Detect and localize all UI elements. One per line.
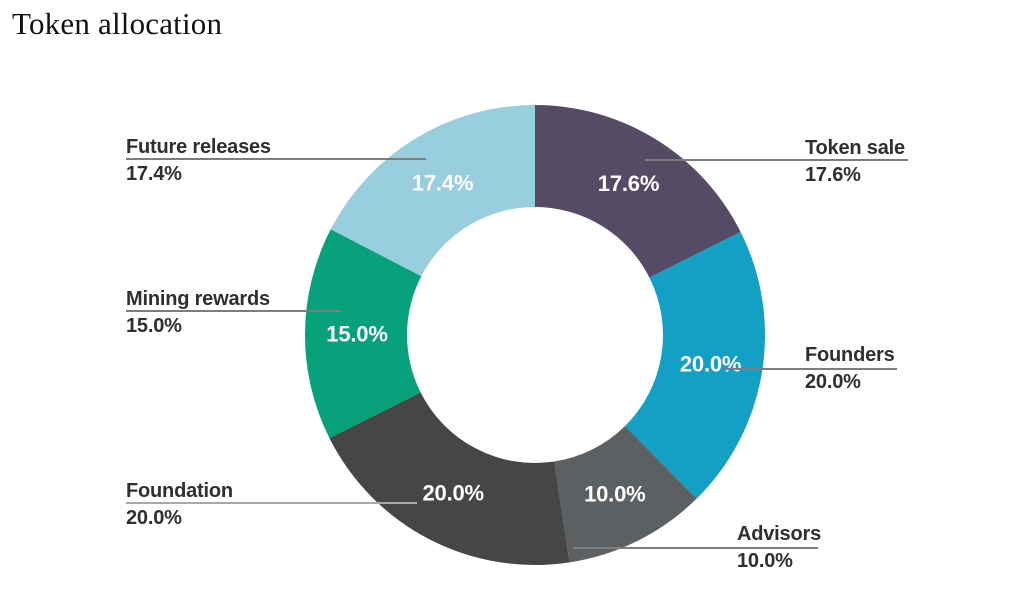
segment-value-label: 15.0%	[326, 321, 387, 346]
callout-founders: Founders 20.0%	[805, 344, 895, 393]
segment-value-label: 10.0%	[584, 482, 645, 507]
donut-segment-mining-rewards	[305, 229, 422, 439]
callout-value: 17.6%	[805, 164, 861, 186]
page-title: Token allocation	[12, 6, 223, 41]
callout-advisors: Advisors 10.0%	[737, 523, 821, 572]
segment-value-label: 17.6%	[598, 171, 659, 196]
leader-line-future-releases	[126, 158, 426, 160]
leader-line-foundation	[126, 502, 417, 504]
leader-line-mining-rewards	[126, 310, 342, 312]
callout-value: 20.0%	[805, 371, 861, 393]
callout-label: Token sale	[805, 137, 905, 159]
donut-segment-foundation	[329, 392, 570, 565]
callout-label: Mining rewards	[126, 288, 270, 310]
callout-label: Advisors	[737, 523, 821, 545]
leader-line-advisors	[573, 547, 818, 549]
donut-segment-future-releases	[330, 105, 535, 277]
callout-foundation: Foundation 20.0%	[126, 480, 233, 529]
donut-segment-token-sale	[535, 105, 741, 278]
donut-segment-advisors	[554, 426, 697, 563]
callout-token-sale: Token sale 17.6%	[805, 137, 905, 186]
segment-value-label: 20.0%	[423, 481, 484, 506]
callout-label: Future releases	[126, 136, 271, 158]
leader-line-token-sale	[645, 159, 908, 161]
callout-value: 20.0%	[126, 507, 182, 529]
callout-value: 15.0%	[126, 315, 182, 337]
callout-label: Foundation	[126, 480, 233, 502]
segment-value-label: 17.4%	[412, 170, 473, 195]
callout-label: Founders	[805, 344, 895, 366]
callout-value: 17.4%	[126, 163, 182, 185]
callout-future-releases: Future releases 17.4%	[126, 136, 271, 185]
donut-segment-founders	[624, 231, 765, 499]
leader-line-founders	[725, 368, 897, 370]
callout-value: 10.0%	[737, 550, 793, 572]
segment-value-label: 20.0%	[680, 351, 741, 376]
callout-mining-rewards: Mining rewards 15.0%	[126, 288, 270, 337]
